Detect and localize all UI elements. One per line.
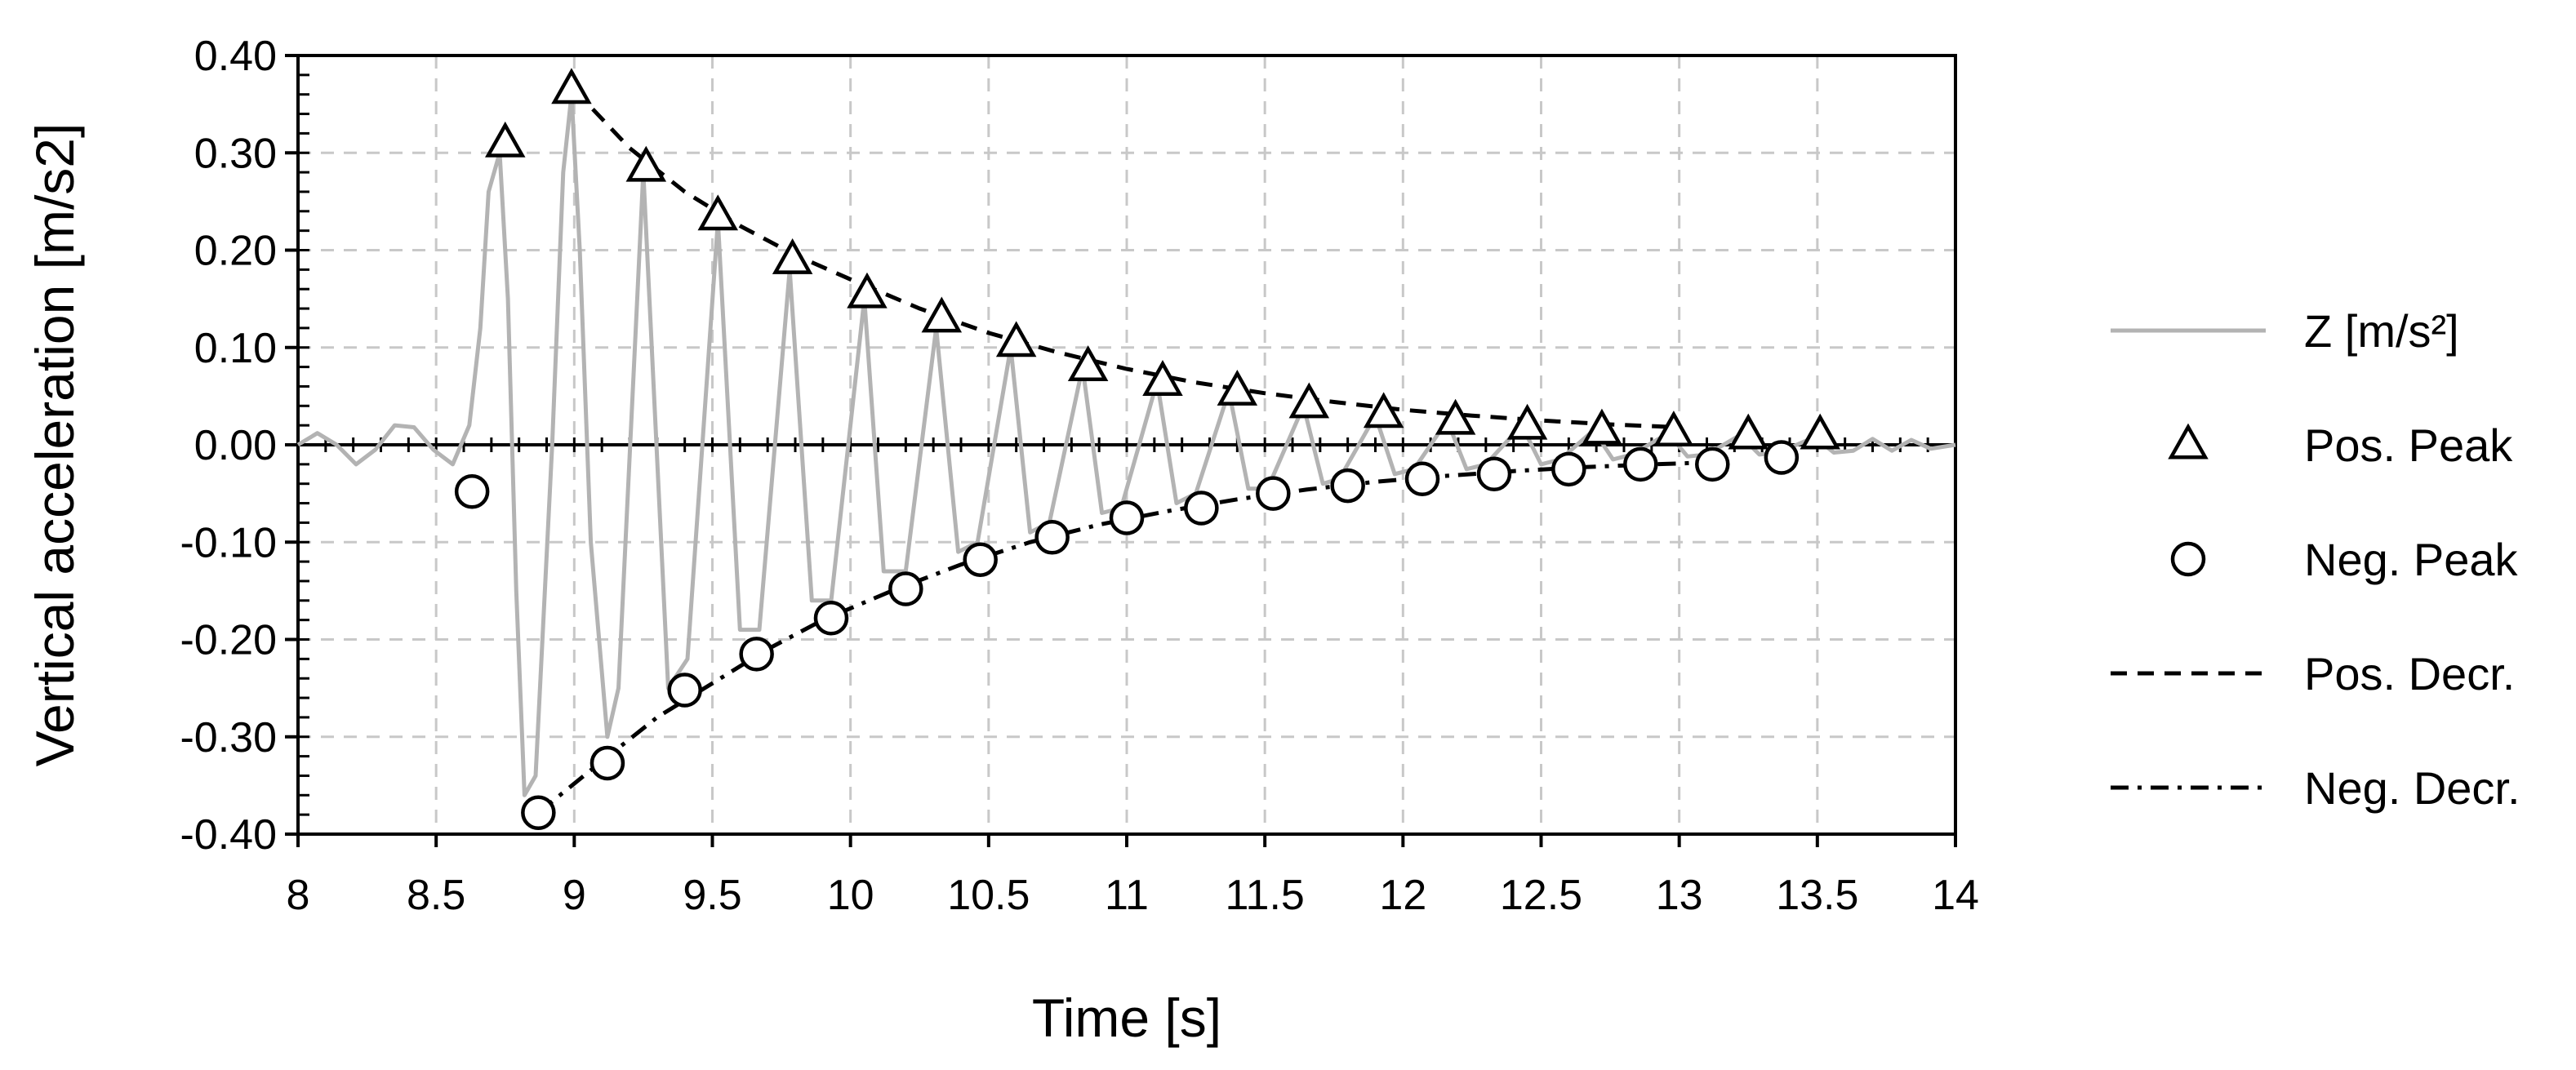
y-tick-label: -0.10	[180, 519, 277, 566]
x-tick-label: 8.5	[407, 872, 465, 919]
x-tick-label: 13.5	[1776, 872, 1858, 919]
x-tick-label: 8	[287, 872, 310, 919]
x-tick-label: 9.5	[683, 872, 741, 919]
legend-label: Z [m/s²]	[2304, 305, 2459, 357]
pos-peak-marker	[1435, 398, 1476, 435]
neg-peak-marker	[667, 673, 702, 708]
neg-peak-marker	[963, 542, 998, 577]
pos-peak-marker	[1506, 403, 1548, 440]
y-tick-label: 0.20	[194, 228, 277, 275]
neg-peak-marker	[1109, 500, 1145, 535]
tick-labels: -0.40 -0.30 -0.20 -0.10 0.00 0.10 0.20 0.30 0.40…	[180, 33, 1978, 919]
neg-peak-marker	[1034, 520, 1070, 555]
pos-peak-marker	[697, 194, 739, 231]
x-tick-label: 10	[827, 872, 874, 919]
pos-peak-marker	[551, 68, 592, 104]
pos-peak-marker	[1067, 345, 1109, 382]
neg-peak-marker	[1623, 446, 1658, 482]
legend-swatch-pos-peak	[2168, 423, 2209, 460]
pos-peak-marker	[1142, 360, 1183, 396]
x-tick-label: 12	[1379, 872, 1426, 919]
x-tick-label: 11.5	[1225, 872, 1304, 919]
pos-peak-marker	[847, 272, 888, 309]
y-tick-label: -0.40	[180, 811, 277, 859]
x-tick-label: 13	[1656, 872, 1703, 919]
legend-label: Neg. Peak	[2304, 534, 2518, 585]
pos-peak-marker	[1363, 392, 1404, 428]
neg-peak-marker	[1256, 476, 1291, 511]
y-tick-label: 0.40	[194, 33, 277, 80]
neg-peak-marker	[1764, 440, 1800, 475]
neg-peak-marker	[521, 795, 556, 831]
x-tick-label: 12.5	[1500, 872, 1582, 919]
legend-label: Neg. Decr.	[2304, 762, 2520, 814]
x-tick-label: 14	[1932, 872, 1979, 919]
neg-peak-marker	[888, 571, 923, 606]
neg-peak-marker	[739, 637, 774, 672]
neg-peak-marker	[1551, 451, 1586, 487]
neg-peak-marker	[813, 601, 849, 636]
neg-peak-marker	[1695, 446, 1730, 482]
legend: Z [m/s²] Pos. Peak Neg. Peak Pos. Decr. Neg.…	[2111, 305, 2520, 814]
y-axis-title: Vertical acceleration [m/s2]	[24, 123, 85, 767]
pos-peak-marker	[1800, 413, 1840, 450]
y-tick-label: 0.00	[194, 422, 277, 469]
neg-decrement-line	[536, 460, 1713, 815]
legend-label: Pos. Decr.	[2304, 648, 2515, 699]
pos-peak-marker	[921, 296, 963, 333]
neg-peak-marker	[1476, 456, 1512, 492]
x-axis-title: Time [s]	[1032, 988, 1221, 1048]
pos-peak-marker	[772, 238, 813, 274]
x-tick-label: 9	[563, 872, 586, 919]
y-tick-label: 0.30	[194, 130, 277, 177]
y-tick-label: -0.30	[180, 714, 277, 761]
neg-peak-marker	[1184, 491, 1219, 526]
y-tick-label: 0.10	[194, 325, 277, 372]
neg-peak-marker	[1330, 468, 1365, 504]
legend-swatch-neg-peak	[2170, 541, 2206, 577]
x-tick-label: 10.5	[947, 872, 1030, 919]
pos-peak-marker	[484, 121, 526, 158]
legend-label: Pos. Peak	[2304, 420, 2513, 471]
pos-peak-marker	[625, 145, 667, 182]
series	[296, 68, 1956, 831]
pos-peak-marker	[1582, 408, 1622, 445]
neg-peak-marker	[454, 473, 490, 509]
pos-peak-marker	[1217, 369, 1258, 406]
pos-peak-marker	[1728, 413, 1769, 450]
neg-peak-marker	[589, 745, 625, 781]
pos-peak-marker	[995, 321, 1037, 357]
pos-peak-marker	[1288, 382, 1330, 419]
pos-peak-marker	[1653, 411, 1694, 446]
x-tick-label: 11	[1105, 872, 1149, 919]
y-tick-label: -0.20	[180, 617, 277, 664]
neg-peak-marker	[1404, 461, 1440, 496]
